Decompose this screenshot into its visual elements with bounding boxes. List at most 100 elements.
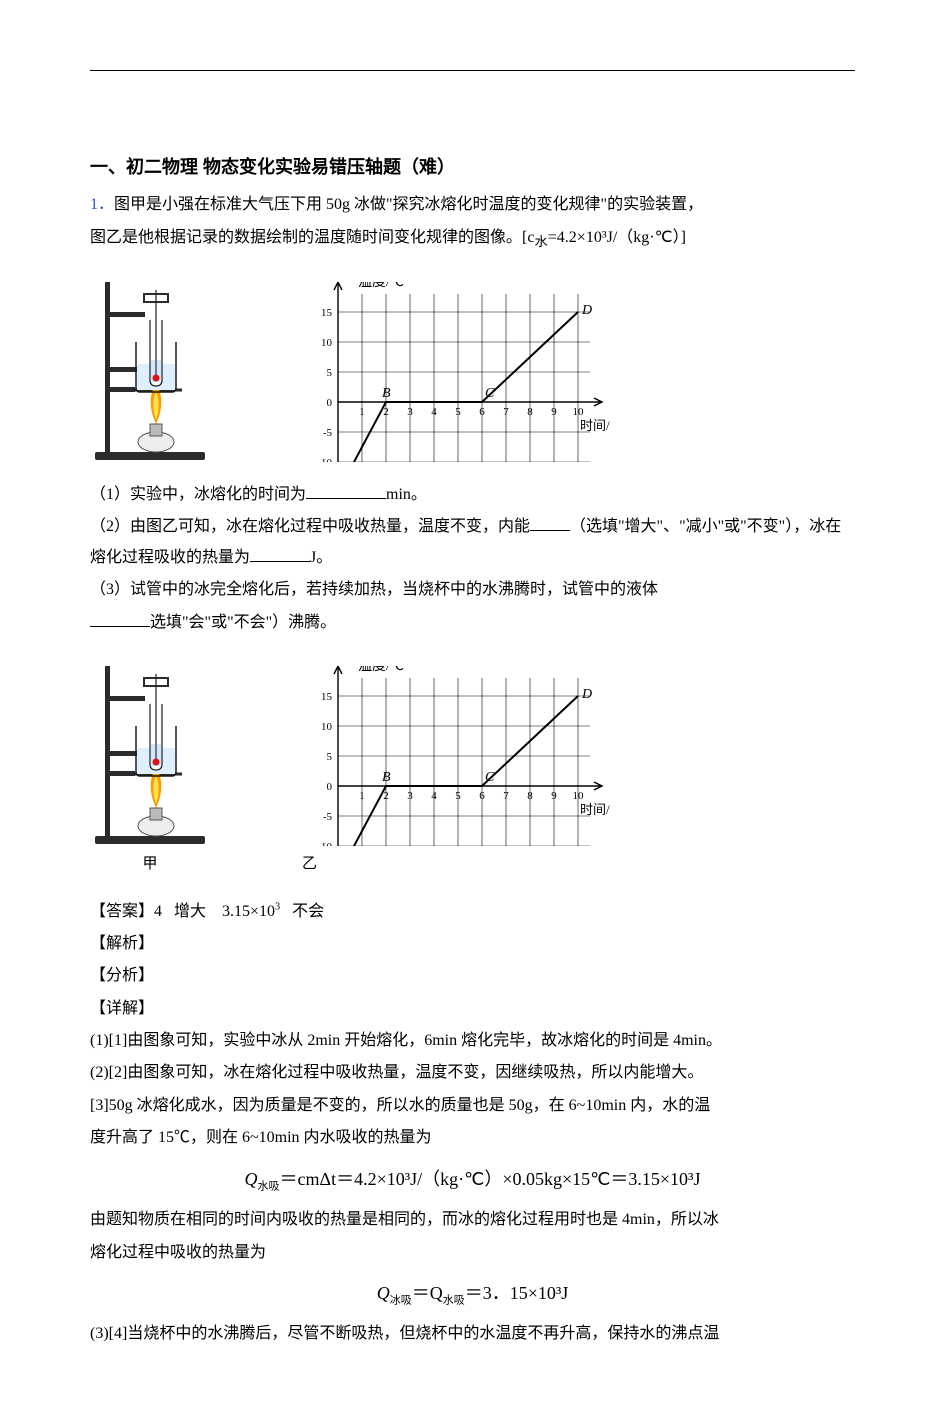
- svg-text:温度/℃: 温度/℃: [358, 282, 404, 290]
- chart-figure-2: -15-10-505101512345678910温度/℃时间/minABCD: [280, 666, 610, 846]
- answer-line: 【答案】4 增大 3.15×103 不会: [90, 897, 855, 927]
- chart-wrap-2: -15-10-505101512345678910温度/℃时间/minABCD …: [280, 666, 610, 879]
- svg-text:10: 10: [321, 721, 333, 733]
- ans-3-sup: 3: [275, 901, 280, 912]
- blank-3: [250, 543, 310, 562]
- svg-text:8: 8: [527, 406, 533, 418]
- answer-label: 【答案】: [90, 903, 154, 920]
- fenxi-label: 【分析】: [90, 961, 855, 991]
- detail-4a: 由题知物质在相同的时间内吸收的热量是相同的，而冰的熔化过程用时也是 4min，所…: [90, 1205, 855, 1235]
- svg-text:6: 6: [479, 790, 485, 802]
- svg-text:5: 5: [455, 406, 461, 418]
- svg-text:1: 1: [359, 406, 365, 418]
- svg-text:5: 5: [327, 367, 333, 379]
- svg-text:0: 0: [327, 397, 333, 409]
- formula-1: Q水吸＝cmΔt＝4.2×10³J/（kg·℃）×0.05kg×15℃＝3.15…: [90, 1162, 855, 1197]
- svg-text:15: 15: [321, 307, 333, 319]
- f1-sub: 水吸: [258, 1180, 280, 1192]
- svg-text:10: 10: [321, 337, 333, 349]
- jiexi-label: 【解析】: [90, 929, 855, 959]
- f1-body: ＝cmΔt＝4.2×10³J/（kg·℃）×0.05kg×15℃＝3.15×10…: [280, 1169, 701, 1189]
- apparatus-wrap-2: 甲: [90, 656, 210, 879]
- q1-part3a: （3）试管中的冰完全熔化后，若持续加热，当烧杯中的水沸腾时，试管中的液体: [90, 575, 855, 605]
- svg-text:4: 4: [431, 406, 437, 418]
- svg-text:3: 3: [407, 790, 413, 802]
- f2-mid: ＝Q: [412, 1283, 443, 1303]
- svg-text:C: C: [485, 386, 495, 401]
- caption-jia: 甲: [90, 850, 210, 879]
- blank-4: [90, 608, 150, 627]
- svg-text:2: 2: [383, 790, 389, 802]
- svg-text:-10: -10: [317, 457, 332, 462]
- svg-text:4: 4: [431, 790, 437, 802]
- q1-p1: （1）实验中，冰熔化的时间为: [90, 486, 306, 503]
- svg-text:温度/℃: 温度/℃: [358, 666, 404, 674]
- q1-part1: （1）实验中，冰熔化的时间为 min。: [90, 480, 855, 510]
- svg-text:B: B: [382, 770, 391, 785]
- q1-p3-tail: 选填"会"或"不会"）沸腾。: [150, 614, 336, 631]
- q1-stem2a: 图乙是他根据记录的数据绘制的温度随时间变化规律的图像。[c: [90, 229, 534, 246]
- detail-3a: [3]50g 冰熔化成水，因为质量是不变的，所以水的质量也是 50g，在 6~1…: [90, 1091, 855, 1121]
- q1-p2-tail: J。: [310, 549, 332, 566]
- svg-text:D: D: [581, 303, 592, 318]
- section-title: 一、初二物理 物态变化实验易错压轴题（难）: [90, 150, 855, 184]
- detail-1: (1)[1]由图象可知，实验中冰从 2min 开始熔化，6min 熔化完毕，故冰…: [90, 1026, 855, 1056]
- svg-text:10: 10: [573, 406, 585, 418]
- svg-text:3: 3: [407, 406, 413, 418]
- detail-3b: 度升高了 15℃，则在 6~10min 内水吸收的热量为: [90, 1123, 855, 1153]
- svg-text:B: B: [382, 386, 391, 401]
- q1-part2: （2）由图乙可知，冰在熔化过程中吸收热量，温度不变，内能（选填"增大"、"减小"…: [90, 512, 855, 573]
- q1-stem2-tail: =4.2×10³J/（kg·℃）]: [548, 229, 686, 246]
- q1-number: 1．: [90, 196, 114, 213]
- svg-text:6: 6: [479, 406, 485, 418]
- q1-stem2-sub: 水: [534, 234, 547, 249]
- svg-text:D: D: [581, 687, 592, 702]
- f2-Ql: Q: [377, 1283, 390, 1303]
- q1-p1-tail: min。: [386, 486, 427, 503]
- ans-3: 3.15×10: [222, 903, 275, 920]
- q1-stem-line2: 图乙是他根据记录的数据绘制的温度随时间变化规律的图像。[c水=4.2×10³J/…: [90, 223, 855, 255]
- svg-text:-5: -5: [323, 811, 333, 823]
- q1-stem-line1: 1．图甲是小强在标准大气压下用 50g 冰做"探究冰熔化时温度的变化规律"的实验…: [90, 190, 855, 220]
- blank-2: [530, 513, 570, 532]
- svg-text:2: 2: [383, 406, 389, 418]
- header-rule: [90, 70, 855, 71]
- svg-text:5: 5: [327, 751, 333, 763]
- svg-text:15: 15: [321, 691, 333, 703]
- f2-lsub: 冰吸: [390, 1295, 412, 1307]
- xiangjie-label: 【详解】: [90, 994, 855, 1024]
- apparatus-figure-1: [90, 272, 210, 462]
- svg-text:时间/min: 时间/min: [580, 802, 610, 817]
- svg-text:0: 0: [327, 781, 333, 793]
- svg-text:C: C: [485, 770, 495, 785]
- svg-text:7: 7: [503, 406, 509, 418]
- detail-2: (2)[2]由图象可知，冰在熔化过程中吸收热量，温度不变，因继续吸热，所以内能增…: [90, 1058, 855, 1088]
- svg-text:-5: -5: [323, 427, 333, 439]
- figure-row-1: -15-10-505101512345678910温度/℃时间/minABCD: [90, 272, 855, 462]
- q1-p3: （3）试管中的冰完全熔化后，若持续加热，当烧杯中的水沸腾时，试管中的液体: [90, 581, 658, 598]
- f2-tail: ＝3．15×10³J: [465, 1283, 569, 1303]
- svg-text:10: 10: [573, 790, 585, 802]
- ans-2: 增大: [174, 903, 206, 920]
- detail-5: (3)[4]当烧杯中的水沸腾后，尽管不断吸热，但烧杯中的水温度不再升高，保持水的…: [90, 1319, 855, 1349]
- chart-figure-1: -15-10-505101512345678910温度/℃时间/minABCD: [280, 282, 610, 462]
- svg-text:1: 1: [359, 790, 365, 802]
- svg-text:时间/min: 时间/min: [580, 418, 610, 433]
- svg-text:5: 5: [455, 790, 461, 802]
- f2-rsub: 水吸: [443, 1295, 465, 1307]
- blank-1: [306, 480, 386, 499]
- q1-p2: （2）由图乙可知，冰在熔化过程中吸收热量，温度不变，内能: [90, 518, 530, 535]
- svg-text:-10: -10: [317, 841, 332, 846]
- q1-part3b: 选填"会"或"不会"）沸腾。: [90, 608, 855, 638]
- svg-text:7: 7: [503, 790, 509, 802]
- q1-stem1: 图甲是小强在标准大气压下用 50g 冰做"探究冰熔化时温度的变化规律"的实验装置…: [114, 196, 703, 213]
- svg-text:9: 9: [551, 790, 557, 802]
- apparatus-figure-2: [90, 656, 210, 846]
- figure-row-2: 甲 -15-10-505101512345678910温度/℃时间/minABC…: [90, 656, 855, 879]
- detail-4b: 熔化过程中吸收的热量为: [90, 1238, 855, 1268]
- svg-text:9: 9: [551, 406, 557, 418]
- f1-Q: Q: [245, 1169, 258, 1189]
- svg-text:8: 8: [527, 790, 533, 802]
- ans-1: 4: [154, 903, 162, 920]
- caption-yi: 乙: [280, 850, 610, 879]
